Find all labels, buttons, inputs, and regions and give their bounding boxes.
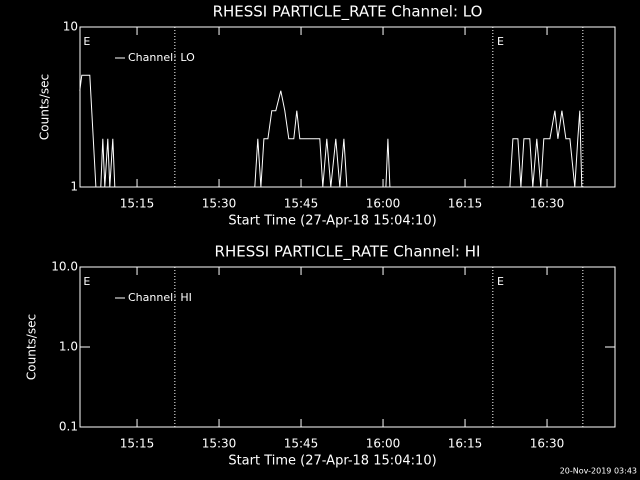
- x-tick-label: 16:15: [448, 197, 483, 211]
- footer: 20-Nov-2019 03:43: [560, 467, 637, 476]
- legend-label: Channel: LO: [128, 51, 195, 64]
- event-label: E: [497, 35, 504, 48]
- y-tick-label: 0.1: [59, 420, 78, 434]
- event-label: E: [497, 275, 504, 288]
- chart-title: RHESSI PARTICLE_RATE Channel: LO: [213, 3, 483, 22]
- x-tick-label: 15:30: [202, 437, 237, 451]
- y-axis-title: Counts/sec: [38, 74, 52, 140]
- chart-title: RHESSI PARTICLE_RATE Channel: HI: [215, 243, 481, 262]
- x-axis-title: Start Time (27-Apr-18 15:04:10): [228, 454, 436, 469]
- x-tick-label: 15:15: [120, 197, 155, 211]
- data-line: [79, 74, 583, 188]
- y-tick-label: 1: [70, 180, 78, 194]
- x-axis-title: Start Time (27-Apr-18 15:04:10): [228, 214, 436, 229]
- x-tick-label: 15:45: [284, 437, 319, 451]
- legend-label: Channel: HI: [128, 291, 192, 304]
- y-axis-title: Counts/sec: [25, 314, 39, 380]
- x-tick-label: 15:30: [202, 197, 237, 211]
- x-tick-label: 16:30: [530, 437, 565, 451]
- x-tick-label: 15:45: [284, 197, 319, 211]
- y-tick-label: 10: [63, 20, 78, 34]
- x-tick-label: 15:15: [120, 437, 155, 451]
- event-label: E: [83, 275, 90, 288]
- y-tick-label: 1.0: [59, 340, 78, 354]
- x-tick-label: 16:00: [366, 437, 401, 451]
- x-tick-label: 16:00: [366, 197, 401, 211]
- x-tick-label: 16:15: [448, 437, 483, 451]
- event-label: E: [83, 35, 90, 48]
- y-tick-label: 10.0: [51, 260, 78, 274]
- x-tick-label: 16:30: [530, 197, 565, 211]
